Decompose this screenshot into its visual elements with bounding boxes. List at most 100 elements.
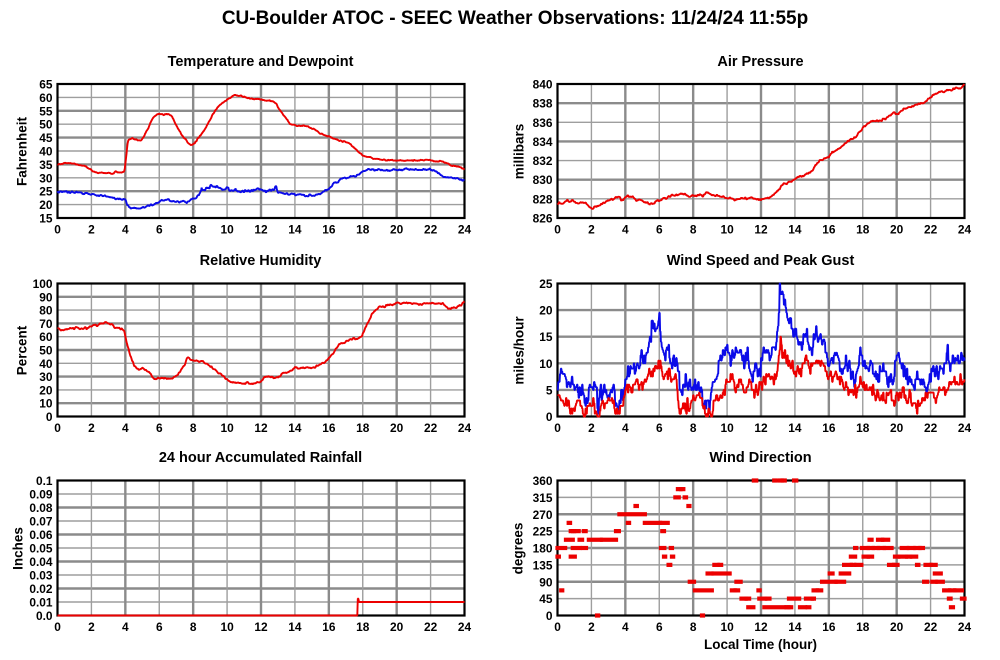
x-tick-label: 18 [356,223,370,237]
x-tick-label: 4 [622,421,629,435]
y-tick-label: 30 [39,370,53,384]
x-tick-label: 22 [424,620,438,634]
x-tick-label: 14 [788,421,802,435]
x-tick-label: 2 [88,620,95,634]
x-tick-label: 24 [958,620,972,634]
y-tick-label: 840 [533,78,553,92]
wind-direction-marker [617,512,647,517]
wind-direction-marker [882,545,894,551]
wind-direction-marker [827,571,835,576]
x-tick-label: 4 [622,620,629,634]
wind-direction-marker [786,596,795,601]
wind-direction-marker [751,478,759,483]
wind-direction-marker [914,562,921,567]
x-tick-label: 8 [190,223,197,237]
x-tick-label: 18 [356,620,370,634]
x-tick-label: 20 [390,223,404,237]
wind-direction-marker [573,529,581,534]
y-tick-label: 65 [39,78,53,92]
x-tick-label: 24 [458,620,472,634]
wind-direction-marker [772,478,778,483]
y-tick-label: 0.08 [29,501,53,515]
y-tick-label: 0.0 [36,609,53,623]
y-tick-label: 838 [533,97,553,111]
y-tick-label: 0.02 [29,582,53,596]
ylabel-degrees: degrees [510,522,526,574]
ylabel-fahrenheit: Fahrenheit [14,117,30,187]
wind-direction-marker [682,495,689,500]
wind-direction-marker [580,545,589,551]
series-relative-humidity [57,300,465,385]
x-tick-label: 2 [88,421,95,435]
x-tick-label: 10 [720,421,734,435]
wind-direction-marker [559,588,565,593]
x-tick-label: 24 [458,421,472,435]
wind-direction-marker [867,537,874,542]
x-tick-label: 14 [788,620,802,634]
x-tick-label: 16 [822,223,836,237]
wind-direction-marker [913,545,922,551]
x-tick-label: 0 [54,223,61,237]
wind-direction-marker [780,478,787,483]
wind-direction-marker [861,554,870,559]
x-tick-label: 6 [656,620,663,634]
wind-direction-marker [899,545,910,551]
y-tick-label: 225 [533,525,553,539]
x-tick-label: 22 [424,223,438,237]
y-tick-label: 20 [39,383,53,397]
wind-direction-marker [673,495,681,500]
y-tick-label: 360 [533,474,553,488]
wind-direction-marker [729,588,737,593]
y-tick-label: 45 [539,592,553,606]
wind-direction-marker [733,588,741,593]
x-tick-label: 10 [220,421,234,435]
wind-direction-marker [875,537,885,542]
wind-direction-marker [675,487,683,492]
wind-direction-marker [568,554,577,559]
x-tick-label: 14 [788,223,802,237]
wind-direction-marker [757,596,768,601]
x-tick-label: 6 [156,421,163,435]
ylabel-percent: Percent [14,325,30,375]
y-tick-label: 836 [533,116,553,130]
wind-direction-marker [853,545,859,551]
wind-direction-marker [686,503,692,509]
y-tick-label: 5 [546,383,553,397]
wind-direction-marker [633,503,639,509]
wind-direction-marker [942,588,952,593]
chart-title-wind-direction: Wind Direction [709,450,812,467]
plot-frame [56,82,466,220]
y-tick-label: 90 [39,290,53,304]
wind-direction-marker [613,529,621,534]
wind-direction-marker [687,579,697,584]
x-tick-label: 4 [122,620,129,634]
x-tick-label: 4 [122,421,129,435]
y-tick-label: 0.07 [29,515,53,529]
wind-direction-marker [756,588,762,593]
plot-frame [556,82,966,220]
y-tick-label: 315 [533,491,553,505]
wind-direction-marker [659,520,670,525]
chart-title-rainfall: 24 hour Accumulated Rainfall [158,450,363,467]
x-tick-label: 22 [924,223,938,237]
chart-title-wind-speed-gust: Wind Speed and Peak Gust [666,253,855,270]
wind-direction-marker [811,588,820,593]
wind-direction-marker [625,520,632,525]
x-tick-label: 8 [690,421,697,435]
y-tick-label: 826 [533,212,553,226]
y-tick-label: 20 [539,304,553,318]
series-dewpoint [56,167,465,210]
y-tick-label: 10 [39,397,53,411]
y-tick-label: 0.1 [36,474,53,488]
chart-title-air-pressure: Air Pressure [717,53,804,70]
wind-direction-marker [930,579,938,584]
y-tick-label: 832 [533,154,553,168]
y-tick-label: 0 [46,410,53,424]
y-tick-label: 35 [39,158,53,172]
x-tick-label: 2 [588,421,595,435]
wind-direction-marker [566,520,573,525]
x-tick-label: 2 [88,223,95,237]
series-temperature [57,94,465,175]
